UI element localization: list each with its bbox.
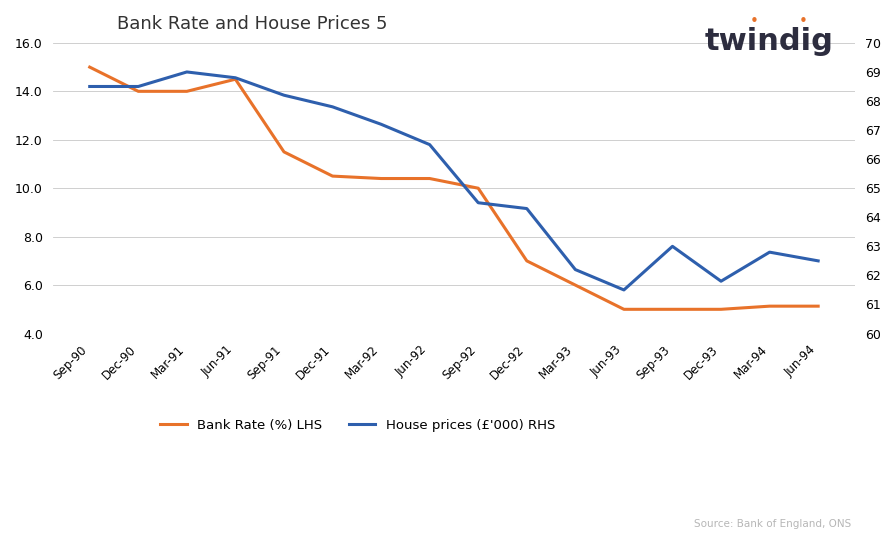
House prices (£'000) RHS	[521, 205, 532, 212]
Bank Rate (%) LHS	[521, 258, 532, 264]
Bank Rate (%) LHS	[764, 303, 775, 310]
House prices (£'000) RHS	[133, 83, 143, 90]
Line: House prices (£'000) RHS: House prices (£'000) RHS	[90, 72, 818, 290]
House prices (£'000) RHS	[279, 92, 289, 99]
House prices (£'000) RHS	[375, 121, 386, 128]
House prices (£'000) RHS	[473, 199, 484, 206]
Legend: Bank Rate (%) LHS, House prices (£'000) RHS: Bank Rate (%) LHS, House prices (£'000) …	[155, 414, 561, 438]
Bank Rate (%) LHS	[716, 306, 727, 313]
Bank Rate (%) LHS	[182, 88, 193, 95]
Bank Rate (%) LHS	[618, 306, 629, 313]
Text: Bank Rate and House Prices 5: Bank Rate and House Prices 5	[117, 15, 388, 33]
House prices (£'000) RHS	[764, 249, 775, 256]
Text: •: •	[750, 14, 759, 29]
Bank Rate (%) LHS	[84, 64, 95, 70]
House prices (£'000) RHS	[425, 141, 435, 148]
House prices (£'000) RHS	[182, 69, 193, 75]
Bank Rate (%) LHS	[570, 282, 581, 288]
Bank Rate (%) LHS	[230, 76, 241, 82]
Bank Rate (%) LHS	[375, 175, 386, 182]
Line: Bank Rate (%) LHS: Bank Rate (%) LHS	[90, 67, 818, 310]
House prices (£'000) RHS	[84, 83, 95, 90]
Text: Source: Bank of England, ONS: Source: Bank of England, ONS	[694, 519, 851, 529]
Text: twindig: twindig	[704, 27, 833, 56]
Bank Rate (%) LHS	[473, 185, 484, 191]
Bank Rate (%) LHS	[668, 306, 678, 313]
House prices (£'000) RHS	[813, 258, 823, 264]
House prices (£'000) RHS	[327, 104, 338, 110]
House prices (£'000) RHS	[668, 243, 678, 250]
Text: •: •	[798, 14, 807, 29]
House prices (£'000) RHS	[716, 278, 727, 284]
Bank Rate (%) LHS	[813, 303, 823, 310]
Bank Rate (%) LHS	[133, 88, 143, 95]
House prices (£'000) RHS	[570, 267, 581, 273]
Bank Rate (%) LHS	[425, 175, 435, 182]
Bank Rate (%) LHS	[279, 149, 289, 155]
House prices (£'000) RHS	[618, 287, 629, 293]
Bank Rate (%) LHS	[327, 173, 338, 179]
House prices (£'000) RHS	[230, 75, 241, 81]
